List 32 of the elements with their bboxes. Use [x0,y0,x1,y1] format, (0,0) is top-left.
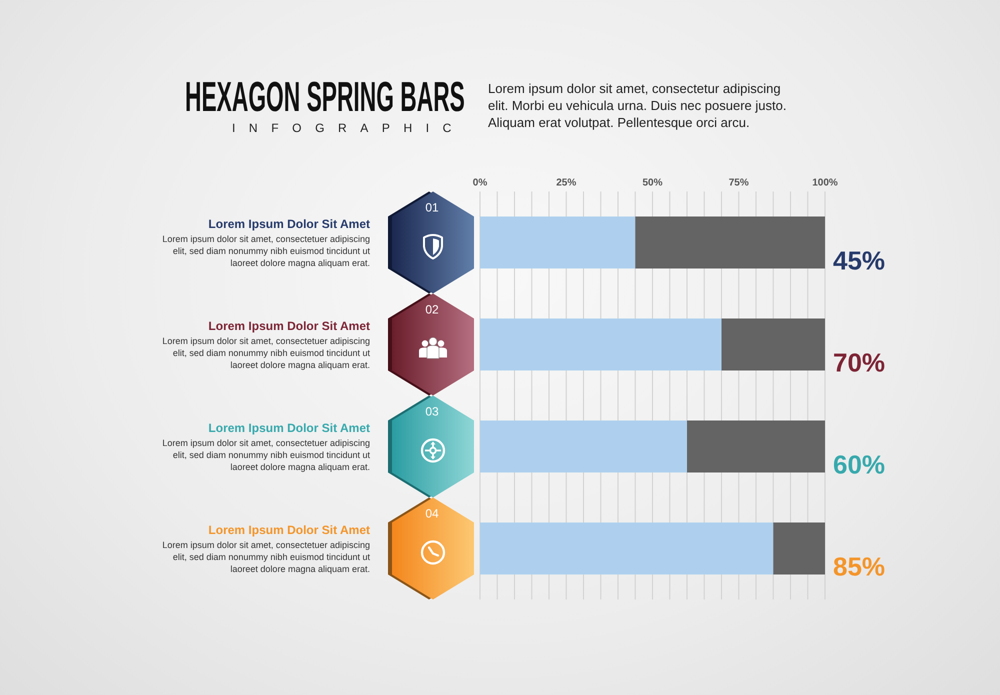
bar [480,522,774,574]
text: Lorem ipsum dolor sit amet, consectetuer adipiscing elit, sed diam nonummy nibh euismod tincidunt ut laoreet dolore magna aliquam erat. [161,334,370,370]
x-tick-label: 25% [556,178,576,188]
data-label: 60% [833,450,886,480]
bar [480,420,687,472]
bar [687,420,825,472]
x-tick-label: 100% [812,178,838,188]
text: Lorem ipsum dolor sit amet, consectetuer adipiscing elit, sed diam nonummy nibh euismod tincidunt ut laoreet dolore magna aliquam erat. [161,538,370,574]
text: Lorem ipsum dolor sit amet, consectetur adipiscing elit. Morbi eu vehicula urna. Duis nec posuere justo. Aliquam erat volutpat. Pellentesque orci arcu. [488,80,788,131]
data-label: 85% [833,552,886,582]
chart-title: HEXAGON SPRING BARS [185,73,465,121]
bar [480,318,722,370]
x-tick-label: 50% [642,178,663,188]
bar [635,216,825,268]
data-label: 70% [833,348,886,378]
x-tick-label: 75% [728,178,749,188]
bar [722,318,825,370]
text: INFOGRAPHIC [232,121,465,135]
y-tick-label: 02 [425,302,439,316]
text: Lorem Ipsum Dolor Sit Amet [208,318,370,334]
x-tick-label: 0% [472,178,488,188]
bar [480,216,636,268]
y-tick-label: 01 [425,200,439,214]
text: Lorem Ipsum Dolor Sit Amet [208,420,370,436]
text: Lorem Ipsum Dolor Sit Amet [208,216,370,232]
data-label: 45% [833,246,886,276]
text: Lorem ipsum dolor sit amet, consectetuer adipiscing elit, sed diam nonummy nibh euismod tincidunt ut laoreet dolore magna aliquam erat. [161,232,370,268]
y-tick-label: 03 [425,404,439,418]
y-tick-label: 04 [425,506,439,520]
bar [773,522,825,574]
text: Lorem ipsum dolor sit amet, consectetuer adipiscing elit, sed diam nonummy nibh euismod tincidunt ut laoreet dolore magna aliquam erat. [161,436,370,472]
text: Lorem Ipsum Dolor Sit Amet [208,522,370,538]
